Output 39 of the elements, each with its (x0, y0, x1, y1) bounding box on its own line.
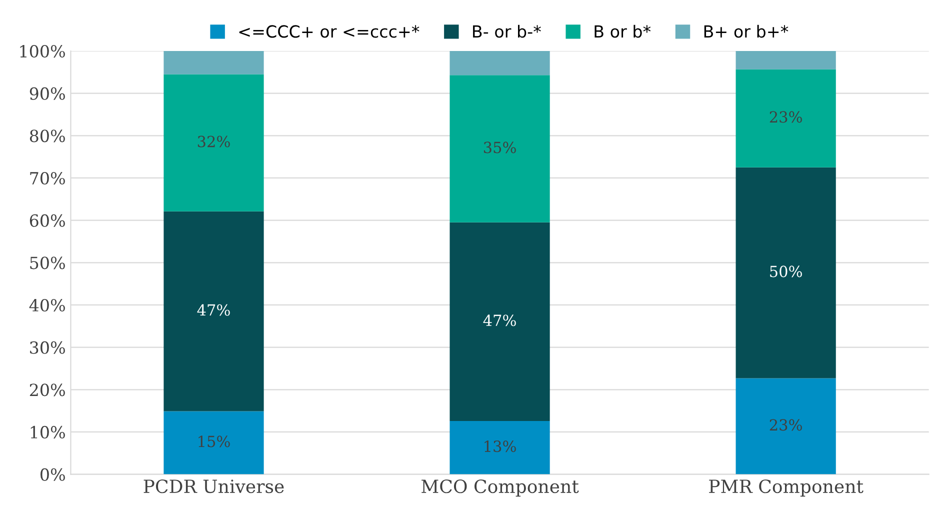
y-tick-label: 80% (30, 130, 65, 142)
y-tick-label: 0% (40, 468, 65, 481)
y-tick-label: 10% (30, 426, 65, 439)
bar (736, 51, 836, 70)
x-tick-label: MCO Component (422, 479, 579, 497)
data-label: 23% (770, 111, 802, 123)
y-tick-label: 30% (30, 341, 65, 354)
y-tick-label: 70% (30, 172, 65, 185)
bar (736, 69, 836, 168)
data-label: 15% (198, 436, 230, 448)
data-label: 23% (770, 419, 802, 431)
data-label: 32% (198, 136, 230, 148)
bar (736, 378, 836, 474)
data-label: 35% (484, 142, 516, 154)
x-tick-label: PMR Component (709, 479, 864, 497)
bar (164, 51, 264, 74)
y-tick-label: 50% (30, 256, 65, 270)
legend-label: B+ or b+* (704, 24, 788, 38)
y-tick-label: 40% (29, 298, 65, 312)
bar (164, 74, 264, 212)
y-tick-label: 20% (30, 384, 65, 396)
bar (736, 167, 836, 378)
bar (450, 75, 550, 222)
data-label: 50% (770, 266, 802, 278)
y-tick-label: 90% (30, 87, 65, 100)
legend-label: B- or b-* (473, 24, 541, 38)
data-label: 13% (484, 440, 516, 452)
bar (450, 222, 550, 421)
data-label: 47% (483, 314, 516, 326)
legend-label: B or b* (594, 24, 651, 38)
data-label: 47% (197, 304, 230, 316)
bar (450, 420, 550, 474)
bar (164, 411, 264, 474)
x-tick-label: PCDR Universe (144, 479, 284, 494)
y-tick-label: 100% (20, 44, 65, 58)
bar (450, 51, 550, 76)
y-tick-label: 60% (30, 214, 65, 227)
bar (164, 211, 264, 412)
legend-label: <=CCC+ or <=ccc+* (239, 25, 420, 38)
